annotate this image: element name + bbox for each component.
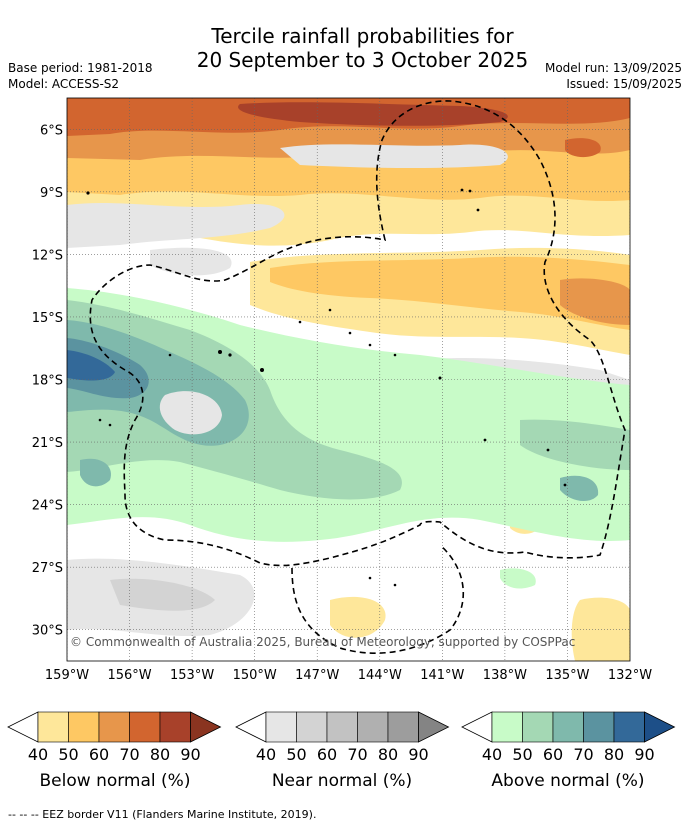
legend-tick: 90: [634, 745, 654, 764]
legend: 40 50 60 70 80 90 40 50 60 70 80 90 40 50 60 70 80 90: [7, 711, 676, 764]
legend-swatch: [491, 711, 523, 743]
legend-tick: 50: [512, 745, 532, 764]
copyright-text: © Commonwealth of Australia 2025, Bureau…: [70, 635, 575, 649]
legend-near: 40 50 60 70 80 90: [235, 711, 450, 764]
lon-label: 132°W: [608, 668, 652, 683]
lon-label: 156°W: [107, 668, 151, 683]
legend-swatch: [326, 711, 358, 743]
lat-label: 30°S: [32, 624, 63, 639]
lon-label: 141°W: [420, 668, 464, 683]
legend-caption-below: Below normal (%): [39, 771, 191, 791]
legend-swatch: [68, 711, 100, 743]
legend-swatch: [583, 711, 615, 743]
lon-label: 138°W: [483, 668, 527, 683]
legend-tick: 90: [408, 745, 428, 764]
lat-label: 24°S: [32, 499, 63, 514]
legend-below: 40 50 60 70 80 90: [7, 711, 222, 764]
legend-swatch: [37, 711, 69, 743]
map-frame: [66, 97, 631, 662]
lat-label: 21°S: [32, 436, 63, 451]
lon-label: 150°W: [233, 668, 277, 683]
above-normal-region: [67, 288, 630, 589]
legend-tick: 40: [256, 745, 276, 764]
lat-label: 15°S: [32, 311, 63, 326]
legend-tick: 80: [604, 745, 624, 764]
legend-tick: 80: [150, 745, 170, 764]
eez-footnote: -- -- -- EEZ border V11 (Flanders Marine…: [8, 808, 317, 821]
lat-label: 27°S: [32, 561, 63, 576]
lon-label: 135°W: [545, 668, 589, 683]
model-name: Model: ACCESS-S2: [8, 77, 120, 91]
legend-tick: 50: [58, 745, 78, 764]
legend-swatch: [265, 711, 297, 743]
meta-left: Base period: 1981-2018 Model: ACCESS-S2: [8, 60, 153, 92]
forecast-map: © Commonwealth of Australia 2025, Bureau…: [7, 97, 676, 764]
legend-arrow-low: [461, 711, 493, 743]
legend-swatch: [129, 711, 161, 743]
eez-border: [89, 100, 626, 654]
legend-arrow-low: [7, 711, 39, 743]
legend-swatch: [387, 711, 419, 743]
legend-swatch: [613, 711, 645, 743]
legend-tick: 70: [573, 745, 593, 764]
islands: [86, 188, 567, 587]
base-period: Base period: 1981-2018: [8, 61, 153, 75]
legend-swatch: [522, 711, 554, 743]
legend-swatch: [159, 711, 191, 743]
meta-right: Model run: 13/09/2025 Issued: 15/09/2025: [545, 60, 682, 92]
legend-above: 40 50 60 70 80 90: [461, 711, 676, 764]
lon-label: 159°W: [45, 668, 89, 683]
issued-date: Issued: 15/09/2025: [566, 77, 682, 91]
legend-tick: 60: [89, 745, 109, 764]
lon-label: 144°W: [358, 668, 402, 683]
lat-label: 9°S: [40, 186, 63, 201]
title-line-1: Tercile rainfall probabilities for: [211, 24, 514, 48]
legend-tick: 80: [378, 745, 398, 764]
lat-label: 18°S: [32, 374, 63, 389]
legend-caption-near: Near normal (%): [271, 771, 413, 791]
model-run: Model run: 13/09/2025: [544, 61, 682, 75]
legend-tick: 60: [317, 745, 337, 764]
legend-arrow-low: [235, 711, 267, 743]
legend-arrow-high: [190, 711, 222, 743]
longitude-labels: 159°W 156°W 153°W 150°W 147°W 144°W 141°W 138°W…: [45, 668, 652, 683]
legend-tick: 40: [28, 745, 48, 764]
legend-tick: 90: [180, 745, 200, 764]
latitude-labels: 6°S 9°S 12°S 15°S 18°S 21°S 24°S 27°S 30°S: [32, 123, 63, 638]
legend-tick: 60: [543, 745, 563, 764]
legend-tick: 50: [286, 745, 306, 764]
legend-tick: 70: [119, 745, 139, 764]
legend-swatch: [552, 711, 584, 743]
lat-label: 6°S: [40, 123, 63, 138]
lon-label: 147°W: [295, 668, 339, 683]
legend-caption-above: Above normal (%): [491, 771, 645, 791]
legend-tick: 40: [482, 745, 502, 764]
map-area: [67, 98, 630, 661]
graticule: [67, 98, 630, 661]
legend-swatch: [98, 711, 130, 743]
lon-label: 153°W: [170, 668, 214, 683]
lat-label: 12°S: [32, 248, 63, 263]
legend-swatch: [357, 711, 389, 743]
legend-arrow-high: [644, 711, 676, 743]
legend-arrow-high: [418, 711, 450, 743]
title-line-2: 20 September to 3 October 2025: [196, 48, 529, 72]
map-title: Tercile rainfall probabilities for 20 Se…: [0, 24, 690, 72]
legend-swatch: [296, 711, 328, 743]
legend-tick: 70: [347, 745, 367, 764]
